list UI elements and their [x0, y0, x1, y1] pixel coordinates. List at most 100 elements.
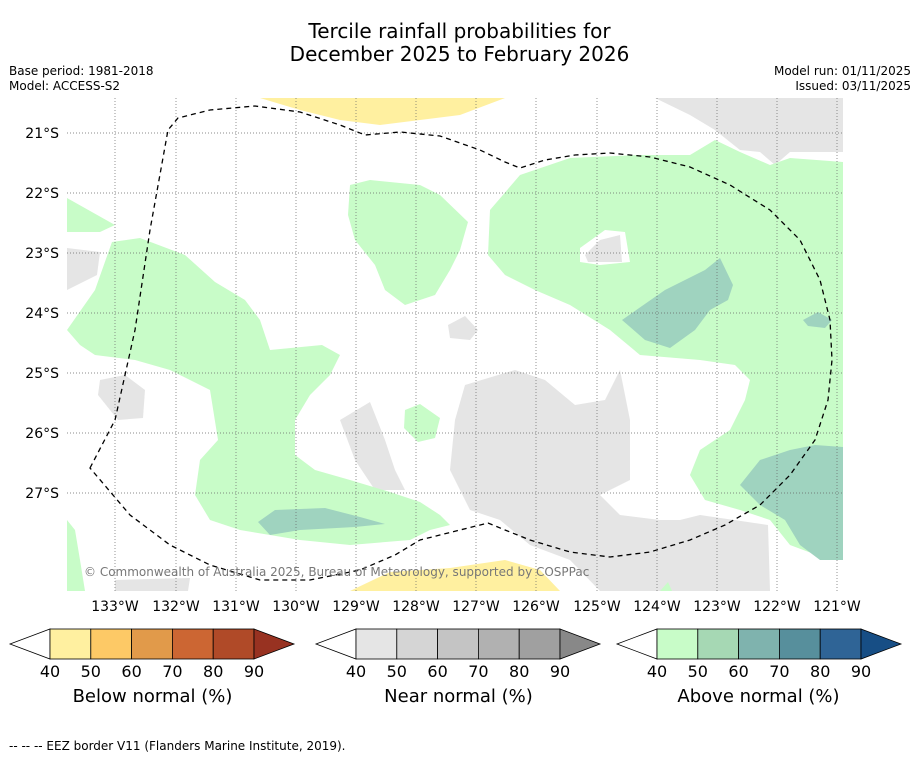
colorbar-near-over-triangle [559, 628, 602, 660]
colorbars: 40 50 60 70 80 90 40 50 60 70 80 90 40 50 60 70 80 90 [8, 628, 903, 681]
colorbar-below-tick-80: 80 [203, 662, 223, 681]
lon-label-127: 127°W [452, 599, 500, 615]
colorbar-above-segment-3 [779, 628, 821, 660]
colorbar-below-tick-40: 40 [40, 662, 60, 681]
colorbar-above-segment-1 [697, 628, 739, 660]
colorbar-below-segment-1 [90, 628, 133, 660]
lon-label-122: 122°W [753, 599, 801, 615]
lon-label-126: 126°W [512, 599, 560, 615]
above-normal-areas [67, 140, 843, 591]
lat-label-26: 26°S [25, 426, 59, 442]
colorbar-above-segment-2 [738, 628, 780, 660]
colorbar-below-under-triangle [8, 628, 51, 660]
colorbar-above-tick-40: 40 [647, 662, 667, 681]
colorbar-near: 40 50 60 70 80 90 [314, 628, 602, 681]
grey-area-northeast [655, 98, 843, 165]
darker-green-area-east [622, 258, 733, 348]
colorbar-below-segment-0 [49, 628, 92, 660]
lon-label-130: 130°W [272, 599, 320, 615]
lon-label-133: 133°W [91, 599, 139, 615]
copyright-notice: © Commonwealth of Australia 2025, Bureau… [84, 565, 590, 579]
colorbar-near-segment-2 [437, 628, 479, 660]
yellow-area-north [260, 98, 505, 125]
map-plot-area [67, 98, 843, 591]
colorbar-title-near: Near normal (%) [384, 686, 533, 707]
below-normal-areas [260, 98, 560, 591]
colorbar-below-tick-50: 50 [81, 662, 101, 681]
base-period: Base period: 1981-2018 [9, 64, 154, 78]
colorbar-above-tick-50: 50 [688, 662, 708, 681]
grey-area-south-west [115, 578, 190, 591]
map-title-line2: December 2025 to February 2026 [289, 42, 630, 66]
lon-label-121: 121°W [813, 599, 861, 615]
colorbar-near-segment-3 [477, 628, 520, 660]
colorbar-near-tick-70: 70 [468, 662, 488, 681]
longitude-labels: 133°W 132°W 131°W 130°W 129°W 128°W 127°… [91, 599, 861, 615]
graticule [67, 98, 843, 591]
colorbar-below-over-triangle [253, 628, 296, 660]
colorbar-near-tick-50: 50 [387, 662, 407, 681]
colorbar-above-under-triangle [615, 628, 658, 660]
lat-label-24: 24°S [25, 306, 59, 322]
colorbar-below-tick-90: 90 [244, 662, 264, 681]
green-area-central [348, 180, 468, 305]
darker-green-area-southeast [740, 445, 843, 560]
colorbar-above-tick-70: 70 [769, 662, 789, 681]
issued-date: Issued: 03/11/2025 [795, 79, 911, 93]
colorbar-below-tick-60: 60 [121, 662, 141, 681]
colorbar-below-segment-2 [131, 628, 173, 660]
colorbar-near-segment-0 [355, 628, 398, 660]
eez-footnote: -- -- -- EEZ border V11 (Flanders Marine… [9, 739, 346, 753]
colorbar-near-segment-1 [396, 628, 438, 660]
lon-label-125: 125°W [573, 599, 621, 615]
colorbar-near-tick-60: 60 [427, 662, 447, 681]
darker-green-area-south [258, 508, 385, 535]
lat-label-21: 21°S [25, 126, 59, 142]
colorbar-above-segment-0 [656, 628, 699, 660]
colorbar-above-tick-90: 90 [851, 662, 871, 681]
colorbar-below-segment-3 [171, 628, 214, 660]
colorbar-near-tick-80: 80 [509, 662, 529, 681]
grey-area-west-small [98, 375, 145, 420]
colorbar-title-above: Above normal (%) [677, 686, 840, 707]
green-area-small-center [404, 404, 440, 442]
above-normal-50-areas [258, 258, 843, 560]
grey-area-small-box [585, 235, 622, 262]
lon-label-131: 131°W [212, 599, 260, 615]
darker-green-area-small-east [803, 312, 832, 328]
colorbar-above-over-triangle [860, 628, 903, 660]
lon-label-128: 128°W [392, 599, 440, 615]
colorbar-near-tick-90: 90 [550, 662, 570, 681]
green-area-southwest-strip [67, 520, 85, 591]
grey-area-central [340, 402, 405, 490]
yellow-area-south [350, 560, 560, 591]
near-normal-areas [67, 98, 843, 591]
green-area-west-strip [67, 198, 115, 232]
colorbar-near-under-triangle [314, 628, 357, 660]
green-area-west-large [67, 238, 450, 545]
grey-area-west [67, 248, 100, 290]
green-area-east-large [488, 140, 843, 560]
lat-label-27: 27°S [25, 486, 59, 502]
colorbar-below-segment-4 [212, 628, 255, 660]
colorbar-near-segment-4 [518, 628, 561, 660]
lon-label-132: 132°W [152, 599, 200, 615]
lon-label-123: 123°W [693, 599, 741, 615]
colorbar-below-tick-70: 70 [162, 662, 182, 681]
colorbar-title-below: Below normal (%) [72, 686, 233, 707]
grey-area-large-east [450, 370, 770, 591]
colorbar-above-segment-4 [819, 628, 862, 660]
lon-label-124: 124°W [633, 599, 681, 615]
lat-label-22: 22°S [25, 186, 59, 202]
map-title-line1: Tercile rainfall probabilities for [308, 19, 611, 43]
colorbar-near-tick-40: 40 [346, 662, 366, 681]
lat-label-25: 25°S [25, 366, 59, 382]
colorbar-above: 40 50 60 70 80 90 [615, 628, 903, 681]
colorbar-below: 40 50 60 70 80 90 [8, 628, 296, 681]
model-run: Model run: 01/11/2025 [773, 64, 911, 78]
grey-area-center-small [448, 316, 478, 340]
latitude-labels: 21°S 22°S 23°S 24°S 25°S 26°S 27°S [25, 126, 59, 502]
colorbar-above-tick-80: 80 [810, 662, 830, 681]
green-area-south-small [660, 582, 672, 591]
